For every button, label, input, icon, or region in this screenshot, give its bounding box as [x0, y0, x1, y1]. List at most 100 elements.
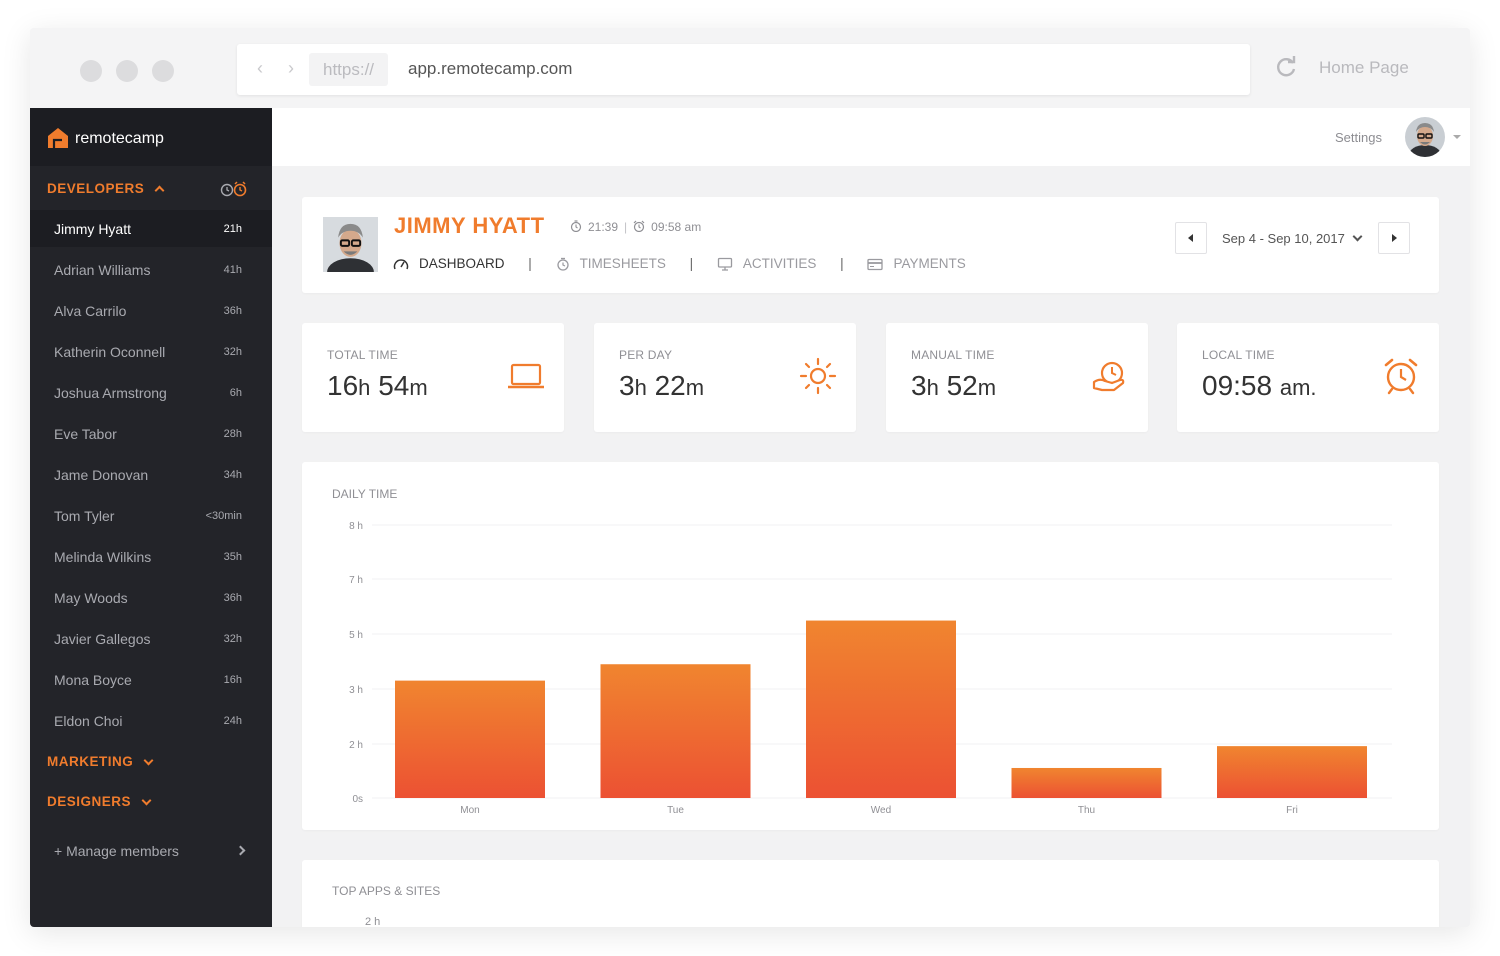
- sidebar-member-item[interactable]: Adrian Williams 41h: [30, 251, 272, 288]
- avatar-portrait-icon: [1405, 117, 1445, 157]
- x-tick-label: Mon: [460, 805, 479, 816]
- member-name: Joshua Armstrong: [54, 385, 167, 401]
- user-avatar[interactable]: [1405, 117, 1445, 157]
- tab-label: TIMESHEETS: [579, 255, 666, 271]
- monitor-icon: [717, 258, 733, 271]
- window-minimize-dot[interactable]: [116, 60, 138, 82]
- caret-right-icon: [1392, 234, 1397, 242]
- daily-time-chart-card: DAILY TIME 0s 2 h 3 h 5 h 7 h 8 h Mon Tue Wed Thu…: [302, 462, 1439, 830]
- avatar-portrait-icon: [323, 217, 378, 272]
- caret-down-icon[interactable]: [1453, 135, 1461, 139]
- stopwatch-icon: [556, 258, 569, 271]
- window-maximize-dot[interactable]: [152, 60, 174, 82]
- y-tick-label: 8 h: [349, 521, 363, 532]
- address-bar[interactable]: ‹ › https:// app.remotecamp.com: [237, 44, 1250, 95]
- member-name: Eve Tabor: [54, 426, 117, 442]
- sidebar: remotecamp DEVELOPERS Jimmy Hyatt 21h Adri…: [30, 108, 272, 927]
- stat-label: LOCAL TIME: [1202, 348, 1275, 362]
- home-page-link[interactable]: Home Page: [1319, 58, 1409, 77]
- sidebar-member-item[interactable]: Javier Gallegos 32h: [30, 620, 272, 657]
- top-apps-title: TOP APPS & SITES: [332, 884, 441, 898]
- chevron-right-icon[interactable]: [235, 845, 246, 856]
- chart-bar[interactable]: [806, 620, 956, 798]
- back-forward-icon[interactable]: ‹ ›: [257, 58, 304, 78]
- member-name: May Woods: [54, 590, 128, 606]
- member-hours: 32h: [223, 346, 242, 358]
- stat-card-per-day: PER DAY 3h 22m: [594, 323, 856, 432]
- brand-header[interactable]: remotecamp: [30, 108, 272, 166]
- member-hours: 35h: [223, 551, 242, 563]
- chart-bar[interactable]: [1217, 746, 1367, 798]
- reload-icon[interactable]: [1273, 54, 1299, 80]
- sidebar-member-item[interactable]: Tom Tyler <30min: [30, 497, 272, 534]
- stat-value: 3h 52m: [911, 370, 997, 401]
- group-developers[interactable]: DEVELOPERS: [47, 181, 165, 196]
- sidebar-member-item[interactable]: Alva Carrilo 36h: [30, 292, 272, 329]
- chevron-down-icon[interactable]: [1352, 231, 1363, 242]
- tab-dashboard[interactable]: DASHBOARD: [393, 256, 505, 271]
- daily-time-chart: 0s 2 h 3 h 5 h 7 h 8 h Mon Tue Wed Thu Fri: [349, 521, 1392, 816]
- x-tick-label: Thu: [1078, 805, 1095, 816]
- tab-activities[interactable]: ACTIVITIES: [717, 255, 817, 271]
- chevron-up-icon: [154, 185, 165, 196]
- y-tick-label: 5 h: [349, 630, 363, 641]
- sidebar-member-item[interactable]: Eve Tabor 28h: [30, 415, 272, 452]
- sidebar-member-item[interactable]: Melinda Wilkins 35h: [30, 538, 272, 575]
- axis-tick-label: 2 h: [365, 916, 381, 927]
- profile-tabs: DASHBOARD | TIMESHEETS | ACTIVITIES | PA…: [393, 255, 966, 271]
- window-close-dot[interactable]: [80, 60, 102, 82]
- tab-payments[interactable]: PAYMENTS: [867, 256, 966, 271]
- sidebar-member-item[interactable]: Jame Donovan 34h: [30, 456, 272, 493]
- next-week-button[interactable]: [1378, 222, 1410, 254]
- top-apps-card: TOP APPS & SITES 2 h: [302, 860, 1439, 927]
- member-name: Jimmy Hyatt: [54, 221, 131, 237]
- group-marketing[interactable]: MARKETING: [47, 754, 154, 769]
- member-hours: 16h: [223, 674, 242, 686]
- sidebar-member-item[interactable]: Jimmy Hyatt 21h: [30, 210, 272, 247]
- stat-card-total-time: TOTAL TIME 16h 54m: [302, 323, 564, 432]
- tab-label: ACTIVITIES: [742, 255, 817, 271]
- settings-link[interactable]: Settings: [1335, 130, 1382, 145]
- profile-avatar: [323, 217, 378, 272]
- timer-value: 21:39: [588, 220, 619, 234]
- group-label: MARKETING: [47, 754, 134, 769]
- sidebar-member-item[interactable]: May Woods 36h: [30, 579, 272, 616]
- member-name: Javier Gallegos: [54, 631, 151, 647]
- laptop-icon: [508, 363, 544, 389]
- chart-bar[interactable]: [395, 680, 545, 798]
- manual-time-icon: [1092, 361, 1125, 392]
- credit-card-icon: [867, 258, 884, 271]
- url-text[interactable]: app.remotecamp.com: [408, 59, 573, 78]
- alarm-clock-icon: [633, 220, 645, 233]
- timer-alarm-icon[interactable]: [220, 181, 248, 197]
- profile-name: JIMMY HYATT: [394, 213, 545, 238]
- browser-window: ‹ › https:// app.remotecamp.com Home Pag…: [30, 28, 1470, 927]
- member-hours: 32h: [223, 633, 242, 645]
- tab-timesheets[interactable]: TIMESHEETS: [556, 256, 666, 271]
- sidebar-member-item[interactable]: Eldon Choi 24h: [30, 702, 272, 739]
- previous-week-button[interactable]: [1175, 222, 1207, 254]
- member-name: Mona Boyce: [54, 672, 132, 688]
- x-tick-label: Wed: [871, 805, 891, 816]
- member-hours: 36h: [223, 592, 242, 604]
- stat-card-manual-time: MANUAL TIME 3h 52m: [886, 323, 1148, 432]
- chart-bar[interactable]: [1011, 767, 1162, 798]
- manage-members-link[interactable]: + Manage members: [54, 843, 179, 859]
- stat-label: TOTAL TIME: [327, 348, 398, 362]
- sidebar-member-item[interactable]: Katherin Oconnell 32h: [30, 333, 272, 370]
- sidebar-member-item[interactable]: Mona Boyce 16h: [30, 661, 272, 698]
- member-hours: 34h: [223, 469, 242, 481]
- stopwatch-icon: [570, 220, 582, 233]
- date-range-select[interactable]: Sep 4 - Sep 10, 2017: [1222, 231, 1345, 246]
- x-tick-label: Tue: [667, 805, 684, 816]
- sidebar-member-item[interactable]: Joshua Armstrong 6h: [30, 374, 272, 411]
- chart-bar[interactable]: [600, 664, 751, 798]
- group-designers[interactable]: DESIGNERS: [47, 794, 152, 809]
- profile-time-meta: 21:39 | 09:58 am: [570, 220, 701, 234]
- stat-label: PER DAY: [619, 348, 673, 362]
- chevron-down-icon: [141, 795, 152, 806]
- member-name: Melinda Wilkins: [54, 549, 152, 565]
- tab-separator: |: [689, 255, 694, 271]
- stat-value: 09:58 am.: [1202, 370, 1317, 401]
- member-name: Tom Tyler: [54, 508, 115, 524]
